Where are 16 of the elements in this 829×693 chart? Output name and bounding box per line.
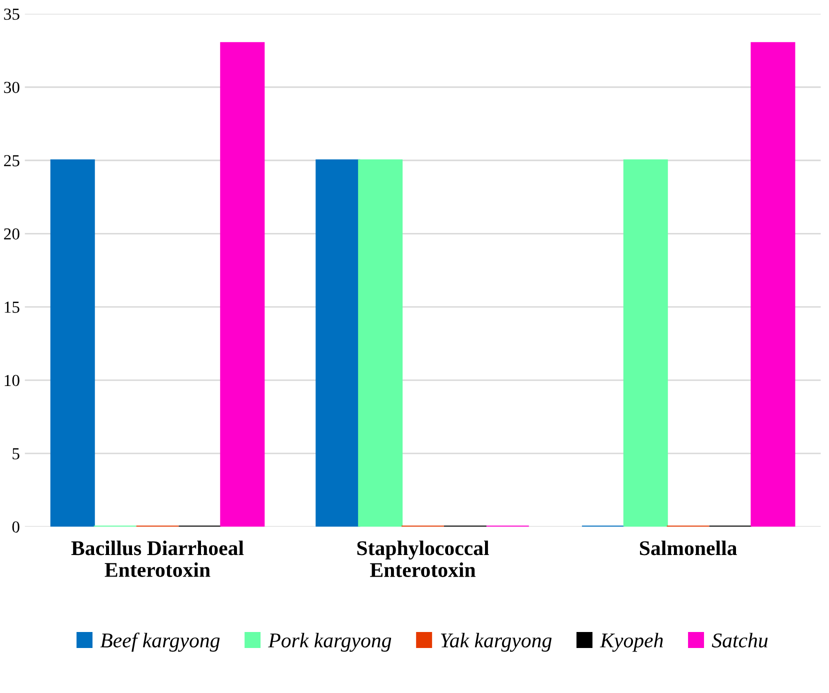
legend-label: Yak kargyong: [440, 632, 552, 652]
y-tick-label: 20: [4, 228, 20, 240]
legend-label: Beef kargyong: [100, 632, 220, 652]
y-tick-label: 10: [4, 374, 20, 386]
y-tick-label: 30: [4, 82, 20, 94]
y-tick-label: 0: [12, 521, 20, 533]
y-tick-label: 25: [4, 155, 20, 166]
y-tick-label: 15: [4, 302, 20, 313]
legend-label: Satchu: [712, 632, 768, 648]
x-tick-label: Salmonella: [640, 540, 737, 556]
legend-label: Kyopeh: [600, 632, 663, 652]
legend-label: Pork kargyong: [268, 632, 392, 652]
x-tick-label: Staphylococcal Enterotoxin: [357, 540, 489, 578]
y-tick-label: 35: [4, 8, 20, 20]
y-tick-label: 5: [12, 448, 20, 460]
x-tick-label: Bacillus Diarrhoeal Enterotoxin: [71, 540, 244, 578]
